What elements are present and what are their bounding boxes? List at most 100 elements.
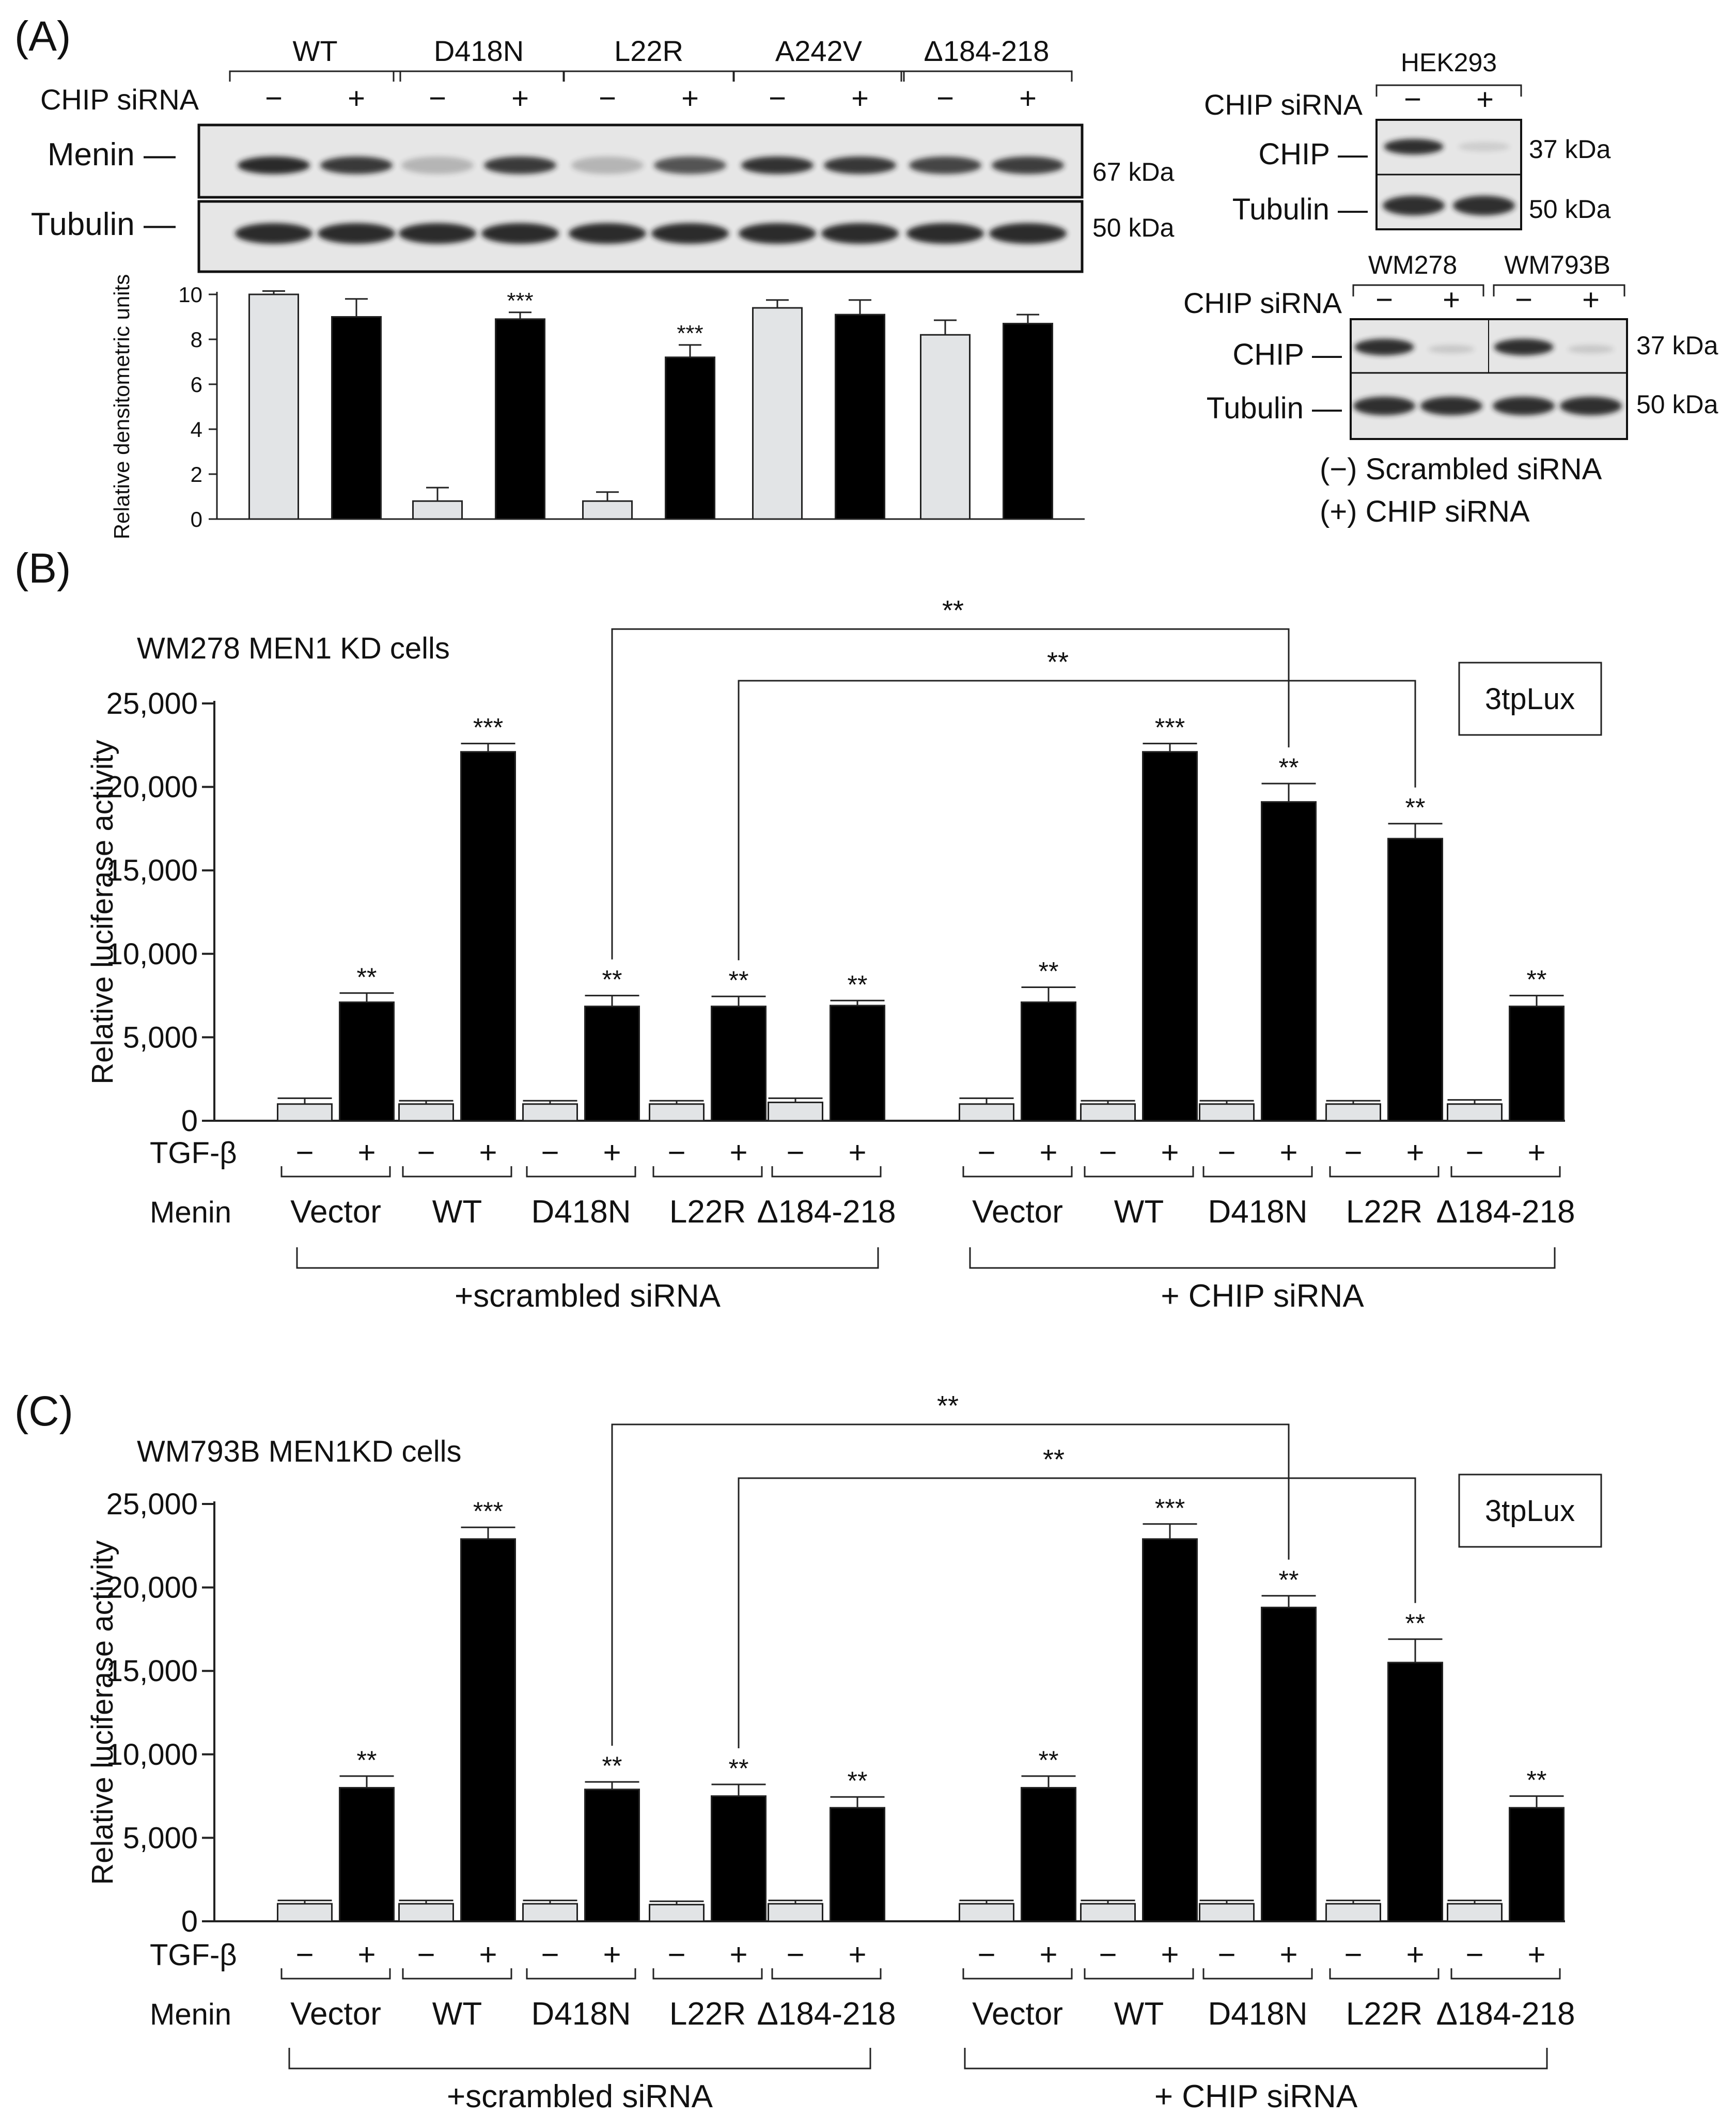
densitometry-bar: [920, 334, 971, 520]
reporter-label: 3tpLux: [1485, 682, 1575, 716]
sirna-sign-plus: +: [681, 82, 699, 115]
tgf-sign-plus: +: [603, 1135, 621, 1170]
tubulin-band: [821, 223, 899, 244]
menin-band: [909, 156, 981, 174]
tgf-sign-minus: −: [1465, 1937, 1483, 1972]
bar-tgf-minus: [1199, 1103, 1255, 1122]
tgf-pair-bracket: [652, 1968, 763, 1980]
menin-label: L22R: [669, 1996, 746, 2032]
tgf-pair-bracket: [402, 1968, 512, 1980]
menin-row-label: Menin: [150, 1196, 231, 1229]
error-bar: [1021, 1775, 1076, 1788]
menin-label: Vector: [972, 1194, 1063, 1230]
comparison-significance: **: [937, 1390, 959, 1421]
y-tick-label: 0: [181, 1905, 198, 1938]
sirna-sign-plus: +: [511, 82, 529, 115]
error-bar: [1143, 1523, 1197, 1539]
hek293-chip-band: [1458, 142, 1510, 151]
menin-label: Vector: [290, 1996, 381, 2032]
error-bar: [1199, 1100, 1254, 1104]
densitometry-significance: ***: [507, 288, 533, 314]
sirna-sign-plus: +: [851, 82, 869, 115]
menin-label: Vector: [972, 1996, 1063, 2032]
densitometry-error-bar: [849, 299, 871, 315]
y-tick-label: 20,000: [106, 1571, 198, 1605]
blot-row-label-menin: Menin —: [48, 137, 176, 173]
menin-label: L22R: [1346, 1194, 1422, 1230]
blot-group-label: WT: [292, 35, 337, 67]
tgf-sign-minus: −: [541, 1937, 559, 1972]
chart-subtitle: WM793B MEN1KD cells: [137, 1435, 461, 1468]
bar-tgf-minus: [768, 1903, 823, 1922]
error-bar: [585, 1781, 639, 1790]
menin-label: Δ184-218: [1436, 1194, 1575, 1230]
hek293-tubulin-band: [1453, 196, 1515, 215]
blot-group-bracket: [393, 70, 565, 82]
significance-label: **: [1527, 965, 1547, 994]
bar-tgf-plus: [339, 1786, 395, 1922]
bar-tgf-plus: [1142, 1538, 1198, 1922]
tgf-pair-bracket: [402, 1166, 512, 1178]
bar-tgf-minus: [1447, 1103, 1503, 1122]
tgf-sign-minus: −: [541, 1135, 559, 1170]
wm-row-tubulin: Tubulin —: [1207, 391, 1342, 425]
reporter-box: [1458, 662, 1602, 736]
significance-label: **: [729, 966, 749, 995]
significance-label: ***: [1155, 1494, 1185, 1523]
sirna-sign-plus: +: [348, 82, 365, 115]
error-bar: [830, 999, 885, 1006]
error-bar: [959, 1097, 1014, 1104]
wm-kda-tubulin: 50 kDa: [1636, 390, 1718, 419]
tgf-sign-minus: −: [295, 1937, 314, 1972]
tgf-sign-plus: +: [1406, 1937, 1424, 1972]
bar-tgf-plus: [584, 1789, 640, 1922]
densitometry-bar: [1003, 323, 1053, 520]
menin-band: [484, 156, 556, 174]
menin-label: D418N: [531, 1194, 631, 1230]
menin-label: Δ184-218: [757, 1194, 896, 1230]
tubulin-band: [569, 223, 646, 244]
tgf-pair-bracket: [526, 1166, 636, 1178]
tgf-sign-minus: −: [977, 1135, 995, 1170]
error-bar: [1081, 1900, 1135, 1904]
comparison-significance: **: [1043, 1444, 1065, 1475]
tgf-sign-plus: +: [357, 1937, 376, 1972]
significance-label: **: [357, 963, 377, 992]
bar-tgf-minus: [649, 1103, 705, 1122]
error-bar: [1199, 1900, 1254, 1904]
sirna-sign-minus: −: [265, 82, 283, 115]
blot-group-bracket: [562, 70, 735, 82]
hek293-title: HEK293: [1401, 48, 1497, 77]
bar-tgf-plus: [1021, 1001, 1076, 1122]
error-bar: [1261, 782, 1316, 802]
tgf-pair-bracket: [962, 1166, 1073, 1178]
menin-band: [401, 156, 474, 174]
y-axis-label: Relative luciferase activity: [86, 1540, 119, 1885]
blot-group-label: L22R: [614, 35, 683, 67]
y-tick-label: 20,000: [106, 771, 198, 804]
bar-tgf-minus: [277, 1903, 333, 1922]
error-bar: [1388, 823, 1443, 839]
menin-label: D418N: [1208, 1996, 1308, 2032]
tgf-sign-plus: +: [848, 1937, 866, 1972]
tgf-sign-minus: −: [1344, 1937, 1362, 1972]
bar-tgf-plus: [584, 1006, 640, 1122]
error-bar: [523, 1900, 577, 1904]
wm-sign-minus: −: [1515, 283, 1532, 317]
bar-tgf-minus: [522, 1103, 578, 1122]
tgf-row-label: TGF-β: [150, 1938, 237, 1972]
error-bar: [768, 1900, 823, 1904]
menin-band: [238, 156, 310, 174]
tgf-sign-plus: +: [357, 1135, 376, 1170]
significance-label: **: [1527, 1766, 1547, 1795]
bar-tgf-plus: [711, 1006, 767, 1122]
hek293-tubulin-band: [1383, 196, 1445, 215]
tubulin-band: [235, 223, 312, 244]
legend-chip: (+) CHIP siRNA: [1320, 495, 1530, 528]
tgf-pair-bracket: [280, 1166, 391, 1178]
hek293-chip-band: [1384, 139, 1444, 154]
wm-group-label: WM793B: [1504, 250, 1610, 279]
error-bar: [399, 1900, 453, 1904]
condition-bracket-chip: [969, 1247, 1556, 1269]
tgf-pair-bracket: [1329, 1968, 1440, 1980]
